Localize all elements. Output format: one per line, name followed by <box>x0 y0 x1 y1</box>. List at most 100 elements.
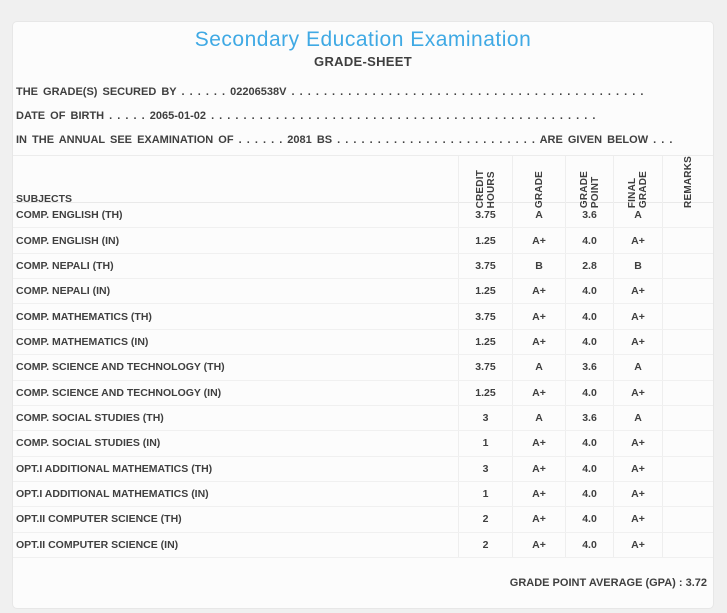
grade-point-cell: 2.8 <box>565 253 613 279</box>
table-row: OPT.II COMPUTER SCIENCE (IN) 2 A+ 4.0 A+ <box>13 532 713 559</box>
credit-hours-cell: 1 <box>458 481 512 507</box>
grade-point-cell: 4.0 <box>565 532 613 558</box>
final-grade-cell: B <box>613 253 662 279</box>
remarks-cell <box>662 203 713 228</box>
page-title: Secondary Education Examination <box>194 28 532 51</box>
grade-cell: A+ <box>512 304 565 329</box>
subject-cell: COMP. ENGLISH (IN) <box>16 234 120 247</box>
subject-cell: OPT.II COMPUTER SCIENCE (TH) <box>16 513 182 526</box>
credit-hours-cell: 1.25 <box>458 380 512 405</box>
grade-cell: A+ <box>512 456 565 481</box>
grade-cell: B <box>512 253 565 279</box>
grade-sheet-subtitle: GRADE-SHEET <box>314 54 412 69</box>
remarks-cell <box>662 253 713 279</box>
column-header-credit-hours: CREDIT HOURS <box>458 156 512 213</box>
credit-hours-cell: 2 <box>458 507 512 532</box>
grade-sheet-panel: Secondary Education Examination GRADE-SH… <box>13 22 713 608</box>
grade-point-cell: 4.0 <box>565 507 613 532</box>
credit-hours-cell: 1 <box>458 431 512 456</box>
remarks-cell <box>662 532 713 558</box>
remarks-cell <box>662 405 713 431</box>
final-grade-cell: A+ <box>613 228 662 253</box>
remarks-cell <box>662 380 713 405</box>
remarks-cell <box>662 507 713 532</box>
info-line-grades-secured-by: THE GRADE(S) SECURED BY . . . . . . 0220… <box>16 86 644 98</box>
subject-cell: OPT.II COMPUTER SCIENCE (IN) <box>16 538 179 551</box>
grade-point-cell: 3.6 <box>565 355 613 380</box>
info-line-examination-year: IN THE ANNUAL SEE EXAMINATION OF . . . .… <box>16 134 673 146</box>
grade-cell: A+ <box>512 329 565 355</box>
grade-point-cell: 4.0 <box>565 456 613 481</box>
final-grade-cell: A+ <box>613 279 662 304</box>
credit-hours-cell: 1.25 <box>458 329 512 355</box>
grade-cell: A+ <box>512 481 565 507</box>
grade-point-cell: 4.0 <box>565 431 613 456</box>
grade-point-cell: 4.0 <box>565 380 613 405</box>
final-grade-cell: A+ <box>613 329 662 355</box>
credit-hours-cell: 3.75 <box>458 355 512 380</box>
grade-point-cell: 4.0 <box>565 228 613 253</box>
column-header-remarks: REMARKS <box>662 156 713 213</box>
remarks-cell <box>662 279 713 304</box>
grade-point-cell: 4.0 <box>565 329 613 355</box>
subject-cell: COMP. NEPALI (TH) <box>16 259 114 272</box>
remarks-cell <box>662 481 713 507</box>
final-grade-cell: A <box>613 405 662 431</box>
table-row: OPT.II COMPUTER SCIENCE (TH) 2 A+ 4.0 A+ <box>13 507 713 533</box>
grade-cell: A+ <box>512 507 565 532</box>
subject-cell: COMP. MATHEMATICS (TH) <box>16 310 152 323</box>
grade-point-cell: 4.0 <box>565 279 613 304</box>
grade-cell: A <box>512 405 565 431</box>
credit-hours-cell: 3 <box>458 456 512 481</box>
table-row: COMP. SCIENCE AND TECHNOLOGY (IN) 1.25 A… <box>13 380 713 406</box>
grade-cell: A <box>512 355 565 380</box>
final-grade-cell: A+ <box>613 481 662 507</box>
grade-point-cell: 3.6 <box>565 203 613 228</box>
table-row: COMP. ENGLISH (IN) 1.25 A+ 4.0 A+ <box>13 228 713 254</box>
table-row: COMP. SOCIAL STUDIES (IN) 1 A+ 4.0 A+ <box>13 431 713 457</box>
subject-cell: COMP. SOCIAL STUDIES (TH) <box>16 412 164 425</box>
grade-cell: A+ <box>512 431 565 456</box>
remarks-header-label: REMARKS <box>682 156 694 208</box>
column-header-grade: GRADE <box>512 156 565 213</box>
remarks-cell <box>662 355 713 380</box>
subject-cell: OPT.I ADDITIONAL MATHEMATICS (IN) <box>16 488 209 501</box>
column-header-subjects: SUBJECTS <box>16 192 73 205</box>
remarks-cell <box>662 456 713 481</box>
grade-cell: A+ <box>512 380 565 405</box>
credit-hours-cell: 1.25 <box>458 279 512 304</box>
remarks-cell <box>662 329 713 355</box>
credit-hours-cell: 1.25 <box>458 228 512 253</box>
final-grade-cell: A+ <box>613 507 662 532</box>
subject-cell: OPT.I ADDITIONAL MATHEMATICS (TH) <box>16 462 213 475</box>
credit-hours-cell: 3.75 <box>458 253 512 279</box>
table-row: COMP. NEPALI (IN) 1.25 A+ 4.0 A+ <box>13 279 713 305</box>
final-grade-cell: A <box>613 355 662 380</box>
table-row: COMP. NEPALI (TH) 3.75 B 2.8 B <box>13 253 713 280</box>
table-row: COMP. SOCIAL STUDIES (TH) 3 A 3.6 A <box>13 405 713 432</box>
remarks-cell <box>662 304 713 329</box>
column-header-final-grade: FINAL GRADE <box>613 156 662 213</box>
subject-cell: COMP. NEPALI (IN) <box>16 285 111 298</box>
final-grade-cell: A+ <box>613 380 662 405</box>
column-header-grade-point: GRADE POINT <box>565 156 613 213</box>
subject-cell: COMP. SOCIAL STUDIES (IN) <box>16 437 161 450</box>
grade-cell: A+ <box>512 228 565 253</box>
table-row: COMP. ENGLISH (TH) 3.75 A 3.6 A <box>13 203 713 229</box>
final-grade-cell: A+ <box>613 304 662 329</box>
grade-cell: A+ <box>512 279 565 304</box>
info-line-date-of-birth: DATE OF BIRTH . . . . . 2065-01-02 . . .… <box>16 110 596 122</box>
remarks-cell <box>662 228 713 253</box>
grade-cell: A <box>512 203 565 228</box>
table-row: COMP. MATHEMATICS (IN) 1.25 A+ 4.0 A+ <box>13 329 713 356</box>
credit-hours-cell: 3 <box>458 405 512 431</box>
final-grade-cell: A+ <box>613 456 662 481</box>
subject-cell: COMP. SCIENCE AND TECHNOLOGY (TH) <box>16 361 225 374</box>
table-row: COMP. SCIENCE AND TECHNOLOGY (TH) 3.75 A… <box>13 355 713 381</box>
table-row: COMP. MATHEMATICS (TH) 3.75 A+ 4.0 A+ <box>13 304 713 330</box>
final-grade-cell: A+ <box>613 431 662 456</box>
grade-point-cell: 4.0 <box>565 481 613 507</box>
final-grade-cell: A+ <box>613 532 662 558</box>
gpa-label: GRADE POINT AVERAGE (GPA) : 3.72 <box>509 577 707 589</box>
info-section: THE GRADE(S) SECURED BY . . . . . . 0220… <box>16 80 710 152</box>
